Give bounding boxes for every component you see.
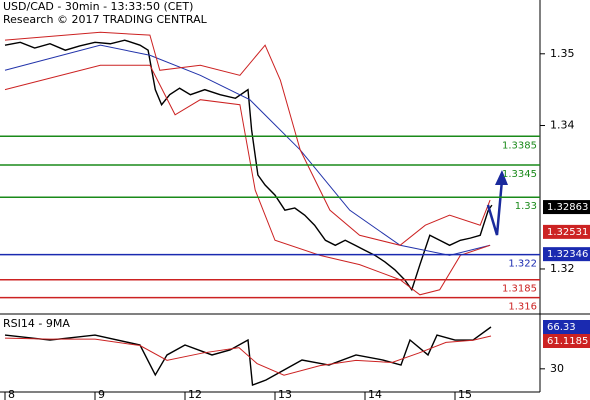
x-tick-label: 12	[188, 388, 202, 400]
series-line	[4, 326, 492, 386]
price-marker-label: 1.32863	[547, 202, 588, 213]
price-marker-label: 66.33	[547, 322, 576, 333]
price-marker-label: 1.32346	[547, 249, 588, 260]
y-tick-label: 30	[550, 362, 564, 375]
price-marker	[543, 224, 590, 239]
price-marker	[543, 320, 590, 334]
arrow-line	[486, 179, 504, 236]
forecast-arrow	[486, 170, 508, 236]
level-label: 1.316	[508, 302, 537, 313]
price-marker	[543, 200, 590, 215]
x-tick-label: 13	[278, 388, 292, 400]
chart-title: USD/CAD - 30min - 13:33:50 (CET)	[3, 0, 193, 13]
price-marker	[543, 334, 590, 348]
level-label: 1.3385	[502, 140, 537, 151]
price-marker	[543, 247, 590, 262]
series-line	[4, 31, 491, 246]
y-tick-label: 1.34	[550, 119, 575, 132]
x-tick-label: 8	[8, 388, 15, 400]
level-label: 1.3185	[502, 284, 537, 295]
arrow-head	[495, 170, 508, 185]
x-tick-label: 15	[458, 388, 472, 400]
level-label: 1.33	[515, 201, 537, 212]
x-tick-label: 9	[98, 388, 105, 400]
price-marker-label: 61.1185	[547, 336, 588, 347]
chart-subtitle: Research © 2017 TRADING CENTRAL	[3, 13, 208, 26]
series-line	[4, 64, 491, 296]
x-tick-label: 14	[368, 388, 382, 400]
rsi-title: RSI14 - 9MA	[3, 317, 70, 330]
level-label: 1.3345	[502, 169, 537, 180]
price-marker-label: 1.32531	[547, 227, 588, 238]
y-tick-label: 1.32	[550, 262, 575, 275]
level-label: 1.322	[508, 259, 537, 270]
y-tick-label: 1.35	[550, 47, 575, 60]
series-line	[4, 44, 491, 256]
series-line	[4, 335, 492, 376]
